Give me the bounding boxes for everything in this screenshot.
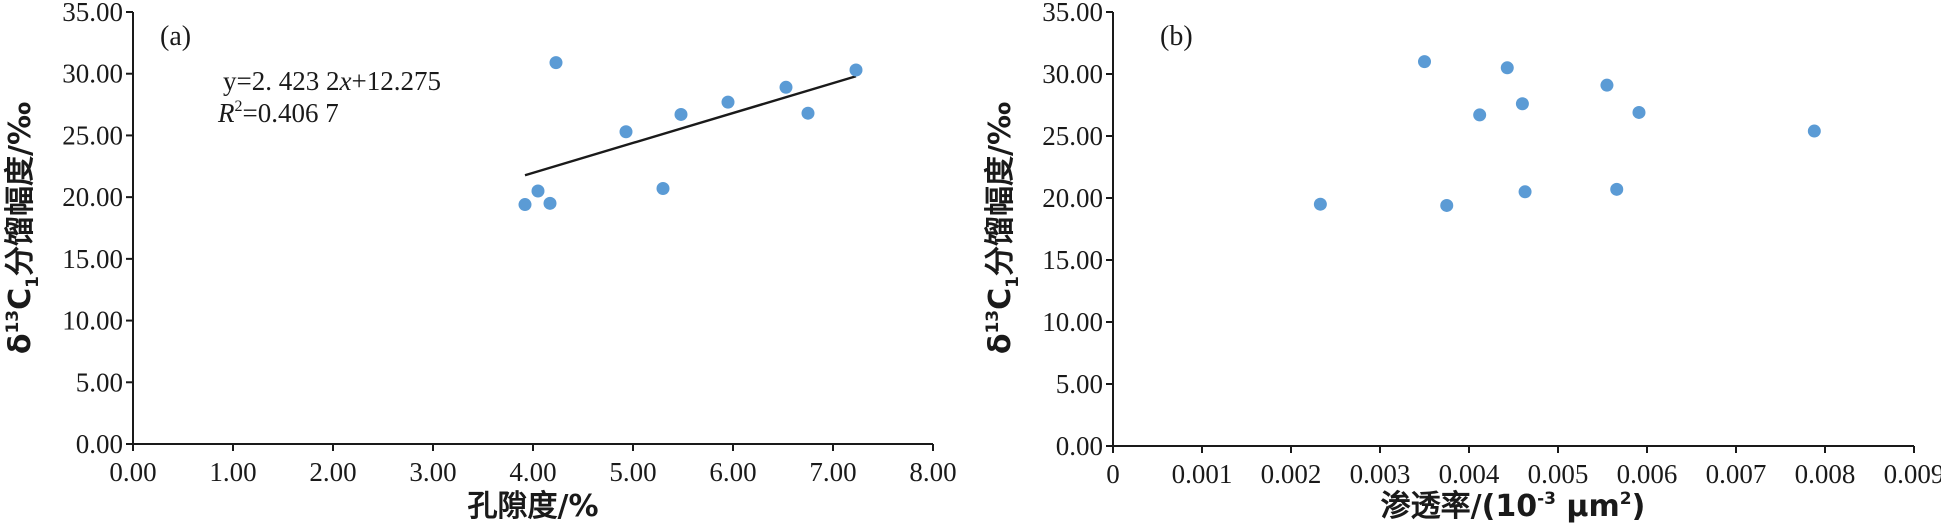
panel-a-data-point bbox=[849, 63, 863, 77]
panel-a-data-point bbox=[674, 107, 688, 121]
panel-b-data-point bbox=[1500, 61, 1514, 75]
panel-a-data-point bbox=[801, 106, 815, 120]
panel-b-data-point bbox=[1418, 55, 1431, 69]
panel-a-x-ticks: 0.00 1.00 2.00 3.00 4.00 5.00 6.00 7.00 8.00 bbox=[109, 444, 957, 487]
panel-a-data-point bbox=[543, 196, 557, 210]
panel-a-y-tick-label: 35.00 bbox=[62, 0, 123, 27]
panel-b-data-point bbox=[1807, 124, 1821, 138]
panel-a-data-point bbox=[779, 80, 793, 94]
panel-a-label: (a) bbox=[160, 21, 191, 52]
panel-b-x-tick-label: 0.001 bbox=[1172, 459, 1233, 489]
panel-b-data-point bbox=[1515, 97, 1529, 111]
panel-a-x-tick-label: 4.00 bbox=[509, 457, 556, 487]
panel-a-equation: y=2. 423 2x+12.275 bbox=[223, 66, 441, 96]
panel-a-data-point bbox=[549, 56, 563, 70]
panel-a-x-tick-label: 8.00 bbox=[909, 457, 956, 487]
panel-a-x-tick-label: 3.00 bbox=[409, 457, 456, 487]
panel-b: 0.00 5.00 10.00 15.00 20.00 25.00 30.00 35.00 0… bbox=[983, 0, 1941, 524]
panel-b-data-point bbox=[1518, 185, 1532, 199]
panel-b-x-tick-label: 0.003 bbox=[1350, 459, 1411, 489]
panel-a-x-tick-label: 0.00 bbox=[109, 457, 156, 487]
panel-a-y-tick-label: 0.00 bbox=[76, 429, 123, 459]
panel-a-y-tick-label: 20.00 bbox=[62, 182, 123, 212]
panel-b-data-point bbox=[1610, 182, 1624, 196]
panel-a-trendline-group bbox=[524, 75, 857, 177]
panel-b-x-tick-label: 0.002 bbox=[1261, 459, 1322, 489]
panel-a-x-tick-label: 6.00 bbox=[709, 457, 756, 487]
panel-a-y-tick-label: 10.00 bbox=[62, 306, 123, 336]
panel-a-y-ticks: 0.00 5.00 10.00 15.00 20.00 25.00 30.00 35.00 bbox=[62, 0, 133, 459]
panel-b-y-tick-label: 10.00 bbox=[1042, 307, 1103, 337]
panel-a-x-tick-label: 1.00 bbox=[209, 457, 256, 487]
panel-b-x-tick-label: 0.009 bbox=[1884, 459, 1941, 489]
panel-a-data-point bbox=[518, 198, 532, 212]
panel-b-y-tick-label: 0.00 bbox=[1056, 431, 1103, 461]
panel-b-y-tick-label: 20.00 bbox=[1042, 183, 1103, 213]
panel-b-label: (b) bbox=[1160, 21, 1193, 52]
panel-a-data-point bbox=[531, 184, 545, 198]
panel-a-y-tick-label: 15.00 bbox=[62, 244, 123, 274]
panel-a-trendline bbox=[524, 75, 857, 177]
panel-b-x-tick-label: 0.008 bbox=[1795, 459, 1856, 489]
panel-b-y-tick-label: 5.00 bbox=[1056, 369, 1103, 399]
panel-b-y-tick-label: 35.00 bbox=[1042, 0, 1103, 27]
panel-b-y-tick-label: 15.00 bbox=[1042, 245, 1103, 275]
panel-a-y-tick-label: 25.00 bbox=[62, 120, 123, 150]
panel-a-x-tick-label: 7.00 bbox=[809, 457, 856, 487]
panel-b-y-axis-title: δ13C1分馏幅度/‰ bbox=[983, 102, 1023, 354]
panel-b-x-tick-label: 0.004 bbox=[1439, 459, 1500, 489]
panel-a-data-point bbox=[721, 95, 735, 109]
panel-a-y-tick-label: 5.00 bbox=[76, 367, 123, 397]
panel-a-data-point bbox=[619, 125, 633, 139]
panel-b-data-point bbox=[1440, 198, 1454, 212]
panel-b-y-ticks: 0.00 5.00 10.00 15.00 20.00 25.00 30.00 35.00 bbox=[1042, 0, 1113, 461]
panel-a-r-squared: R2=0.406 7 bbox=[217, 98, 339, 128]
panel-b-data-point bbox=[1632, 105, 1646, 119]
panel-a-y-tick-label: 30.00 bbox=[62, 59, 123, 89]
panel-b-data-point bbox=[1473, 108, 1487, 122]
panel-b-data-point bbox=[1313, 197, 1327, 211]
panel-a: 0.00 5.00 10.00 15.00 20.00 25.00 30.00 35.00 0… bbox=[3, 0, 957, 524]
panel-a-x-axis-title: 孔隙度/% bbox=[467, 489, 598, 524]
panel-b-x-tick-label: 0 bbox=[1106, 459, 1120, 489]
panel-b-x-axis-title: 渗透率/(10-3 μm2) bbox=[1381, 489, 1646, 524]
panel-a-x-tick-label: 2.00 bbox=[309, 457, 356, 487]
panel-a-data-point bbox=[656, 182, 670, 196]
panel-b-data-point bbox=[1600, 78, 1614, 92]
panel-b-y-tick-label: 25.00 bbox=[1042, 121, 1103, 151]
panel-a-y-axis-title: δ13C1分馏幅度/‰ bbox=[3, 102, 43, 354]
panel-b-points bbox=[1313, 55, 1821, 212]
panel-b-y-tick-label: 30.00 bbox=[1042, 59, 1103, 89]
panel-b-x-tick-label: 0.006 bbox=[1617, 459, 1678, 489]
panel-b-x-tick-label: 0.005 bbox=[1528, 459, 1589, 489]
panel-a-x-tick-label: 5.00 bbox=[609, 457, 656, 487]
panel-b-x-tick-label: 0.007 bbox=[1706, 459, 1767, 489]
panel-b-x-ticks: 0 0.001 0.002 0.003 0.004 0.005 0.006 0.007 0.00… bbox=[1106, 446, 1941, 489]
panel-a-points bbox=[518, 56, 863, 212]
